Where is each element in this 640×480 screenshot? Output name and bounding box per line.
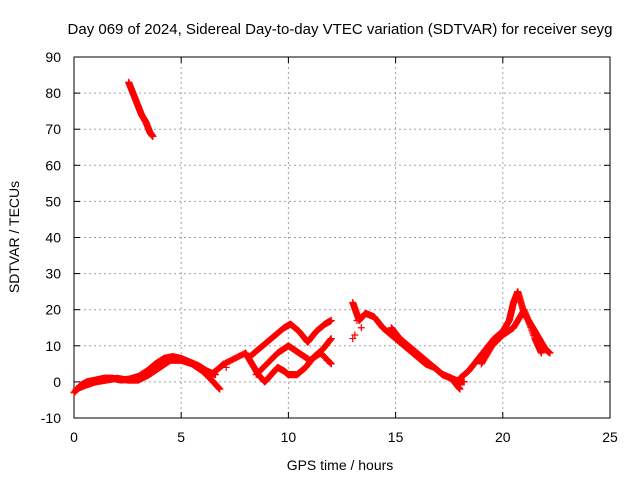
data-point	[351, 331, 359, 339]
x-tick-label: 10	[281, 429, 297, 445]
series-afternoon-fall-2	[387, 324, 464, 393]
x-tick-label: 20	[495, 429, 511, 445]
data-point	[327, 317, 335, 325]
y-tick-label: 50	[45, 193, 61, 209]
data-point	[327, 360, 335, 368]
series-night-peaks	[246, 317, 335, 361]
y-tick-label: 40	[45, 230, 61, 246]
x-tick-label: 25	[602, 429, 618, 445]
y-tick-label: 60	[45, 157, 61, 173]
y-tick-label: 90	[45, 49, 61, 65]
series-early-rise	[125, 78, 157, 140]
series-low-band-2	[72, 356, 224, 393]
y-tick-label: 80	[45, 85, 61, 101]
y-tick-label: 10	[45, 338, 61, 354]
data-point	[323, 356, 331, 364]
data-point	[357, 324, 365, 332]
data-point	[349, 335, 357, 343]
y-tick-label: 20	[45, 302, 61, 318]
data-point	[327, 335, 335, 343]
data-point	[460, 378, 468, 386]
y-tick-label: 30	[45, 266, 61, 282]
chart-title: Day 069 of 2024, Sidereal Day-to-day VTE…	[68, 21, 613, 38]
data-points	[70, 78, 554, 397]
x-tick-label: 5	[177, 429, 185, 445]
data-point	[222, 363, 230, 371]
x-tick-label: 0	[70, 429, 78, 445]
y-tick-label: 0	[53, 374, 61, 390]
axis-ticks: 0 5 10 15 20 25 -10 0 10 20 30 40 50 60 70 80 90	[41, 49, 618, 445]
x-tick-label: 15	[388, 429, 404, 445]
series-stray-points	[222, 317, 365, 371]
data-point	[456, 385, 464, 393]
data-point	[546, 349, 554, 357]
data-point	[149, 132, 157, 140]
data-point	[353, 317, 361, 325]
x-axis-label: GPS time / hours	[287, 457, 394, 473]
y-axis-label: SDTVAR / TECUs	[6, 181, 22, 293]
data-point	[537, 349, 545, 357]
data-point	[216, 385, 224, 393]
series-evening-rise-2	[477, 306, 545, 368]
y-tick-label: -10	[41, 410, 61, 426]
series-night-mid	[252, 342, 335, 379]
y-tick-label: 70	[45, 121, 61, 137]
